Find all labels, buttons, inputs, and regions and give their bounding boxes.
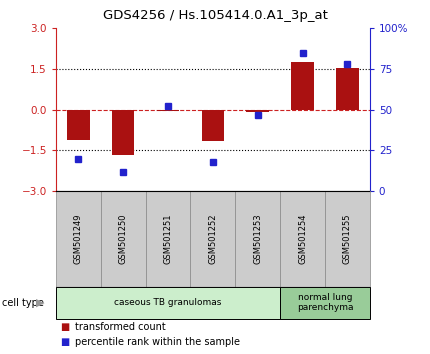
Bar <box>101 191 146 287</box>
Text: ▶: ▶ <box>36 298 44 308</box>
Text: GSM501251: GSM501251 <box>163 214 172 264</box>
Bar <box>190 191 235 287</box>
Text: GSM501253: GSM501253 <box>253 213 262 264</box>
Bar <box>235 191 280 287</box>
Bar <box>146 191 190 287</box>
Text: GSM501249: GSM501249 <box>74 214 83 264</box>
Bar <box>280 287 370 319</box>
Text: GSM501254: GSM501254 <box>298 214 307 264</box>
Bar <box>246 110 269 112</box>
Text: ■: ■ <box>60 337 70 348</box>
Text: GDS4256 / Hs.105414.0.A1_3p_at: GDS4256 / Hs.105414.0.A1_3p_at <box>103 9 327 22</box>
Bar <box>56 287 280 319</box>
Text: GSM501252: GSM501252 <box>209 214 217 264</box>
Bar <box>67 110 89 139</box>
Bar <box>56 191 101 287</box>
Text: transformed count: transformed count <box>75 321 166 332</box>
Text: caseous TB granulomas: caseous TB granulomas <box>114 298 222 307</box>
Bar <box>280 191 325 287</box>
Text: percentile rank within the sample: percentile rank within the sample <box>75 337 240 348</box>
Text: normal lung
parenchyma: normal lung parenchyma <box>297 293 353 312</box>
Text: GSM501250: GSM501250 <box>119 214 128 264</box>
Bar <box>292 62 314 110</box>
Bar <box>112 110 135 154</box>
Text: cell type: cell type <box>2 298 44 308</box>
Text: GSM501255: GSM501255 <box>343 214 352 264</box>
Bar <box>336 68 359 110</box>
Bar <box>202 110 224 141</box>
Bar <box>325 191 370 287</box>
Text: ■: ■ <box>60 321 70 332</box>
Bar <box>157 110 179 111</box>
